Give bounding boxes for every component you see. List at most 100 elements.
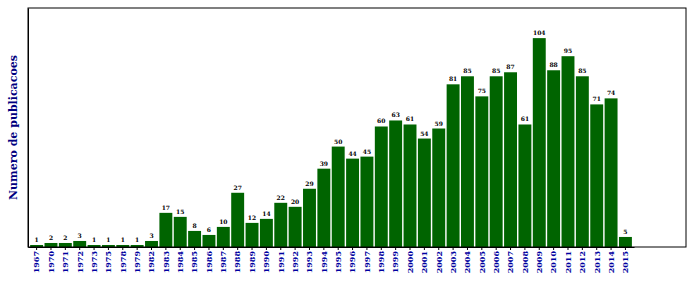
x-tick-mark	[65, 247, 66, 250]
x-tick-label: 1978	[118, 251, 128, 274]
data-label: 1	[135, 236, 139, 243]
x-tick-mark	[180, 247, 181, 250]
data-label: 22	[277, 194, 285, 201]
x-tick-mark	[338, 247, 339, 250]
x-tick-mark	[467, 247, 468, 250]
x-tick-mark	[208, 247, 209, 250]
x-tick: 1986	[204, 247, 214, 273]
bar	[174, 217, 187, 247]
x-tick-label: 1991	[276, 251, 286, 273]
bar	[289, 207, 302, 247]
data-label: 87	[506, 63, 514, 70]
bar	[73, 241, 86, 247]
x-tick: 1982	[146, 247, 156, 273]
data-label: 15	[176, 208, 184, 215]
x-tick-label: 2009	[534, 251, 544, 274]
bar	[562, 56, 575, 247]
x-tick: 1997	[362, 247, 372, 273]
bar	[159, 213, 172, 247]
bars	[30, 38, 632, 247]
data-label: 85	[578, 67, 586, 74]
x-tick-mark	[366, 247, 367, 250]
x-tick: 2005	[477, 247, 487, 273]
data-label: 54	[420, 130, 428, 137]
data-label: 6	[207, 226, 211, 233]
x-tick-label: 1989	[247, 251, 257, 274]
y-axis-title: Numero de publicacoes	[7, 55, 20, 200]
x-tick-label: 2015	[620, 251, 630, 273]
x-tick-label: 2005	[477, 251, 487, 273]
x-tick-label: 2004	[462, 251, 472, 274]
x-axis: 1967197019711972197319751978197919821983…	[29, 247, 635, 273]
data-label: 50	[334, 138, 342, 145]
x-tick-mark	[194, 247, 195, 250]
data-label: 5	[623, 228, 627, 235]
x-tick-mark	[567, 247, 568, 250]
x-tick-mark	[79, 247, 80, 250]
data-label: 3	[78, 232, 82, 239]
bar	[389, 120, 402, 247]
bar	[332, 147, 345, 247]
x-tick: 1992	[290, 247, 300, 273]
data-labels: 1223111131715861027121422202939504445606…	[35, 29, 628, 243]
x-tick: 2014	[606, 247, 616, 273]
bar	[490, 76, 503, 247]
x-tick-label: 1997	[362, 251, 372, 273]
data-label: 75	[478, 87, 486, 94]
x-tick: 1983	[161, 247, 171, 273]
x-tick-mark	[237, 247, 238, 250]
x-tick-mark	[94, 247, 95, 250]
bar	[504, 72, 517, 247]
data-label: 1	[106, 236, 110, 243]
x-tick-label: 1987	[218, 251, 228, 273]
x-tick-mark	[453, 247, 454, 250]
x-tick-mark	[266, 247, 267, 250]
data-label: 88	[549, 61, 557, 68]
bar	[145, 241, 158, 247]
x-tick: 2008	[520, 247, 530, 273]
x-tick-mark	[323, 247, 324, 250]
x-tick-label: 1983	[161, 251, 171, 274]
x-tick-label: 1995	[333, 251, 343, 273]
x-tick-label: 1973	[89, 251, 99, 274]
x-tick-mark	[352, 247, 353, 250]
x-tick-label: 2013	[592, 251, 602, 274]
x-tick-label: 2010	[548, 251, 558, 274]
x-tick-mark	[596, 247, 597, 250]
bar	[461, 76, 474, 247]
bar	[576, 76, 589, 247]
x-tick-mark	[539, 247, 540, 250]
bar	[346, 159, 359, 247]
bar	[202, 235, 215, 247]
data-label: 14	[262, 210, 270, 217]
x-tick-mark	[524, 247, 525, 250]
bar	[188, 231, 201, 247]
x-tick-mark	[395, 247, 396, 250]
bar	[605, 98, 618, 247]
data-label: 104	[533, 29, 546, 36]
chart: 1223111131715861027121422202939504445606…	[0, 0, 697, 286]
x-tick-label: 1993	[304, 251, 314, 274]
x-tick: 1972	[75, 247, 85, 273]
x-tick: 1994	[319, 247, 329, 273]
x-tick: 2002	[434, 247, 444, 273]
x-tick-mark	[553, 247, 554, 250]
bar	[375, 126, 388, 247]
x-tick-label: 1970	[46, 251, 56, 274]
x-tick-mark	[50, 247, 51, 250]
x-tick-mark	[496, 247, 497, 250]
x-tick: 2011	[563, 247, 573, 273]
x-tick-label: 1979	[132, 251, 142, 274]
x-tick-label: 1972	[75, 251, 85, 273]
x-tick-mark	[280, 247, 281, 250]
x-tick-label: 1984	[175, 251, 185, 274]
bar	[274, 203, 287, 247]
x-tick-mark	[122, 247, 123, 250]
x-tick-mark	[438, 247, 439, 250]
x-tick: 1967	[31, 247, 41, 273]
data-label: 61	[406, 115, 414, 122]
x-tick: 1999	[390, 247, 400, 273]
x-tick-label: 1975	[103, 251, 113, 273]
data-label: 8	[192, 222, 196, 229]
x-tick-label: 1985	[189, 251, 199, 273]
